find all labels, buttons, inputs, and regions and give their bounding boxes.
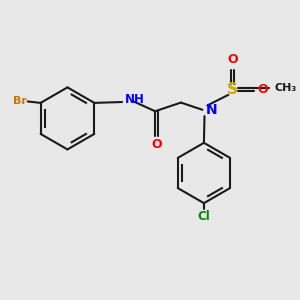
Text: CH₃: CH₃ xyxy=(274,83,296,93)
Text: N: N xyxy=(206,103,217,117)
Text: O: O xyxy=(151,138,161,151)
Text: O: O xyxy=(258,83,268,96)
Text: NH: NH xyxy=(125,93,145,106)
Text: Br: Br xyxy=(13,97,27,106)
Text: S: S xyxy=(227,82,238,97)
Text: O: O xyxy=(227,53,238,66)
Text: Cl: Cl xyxy=(197,210,210,223)
